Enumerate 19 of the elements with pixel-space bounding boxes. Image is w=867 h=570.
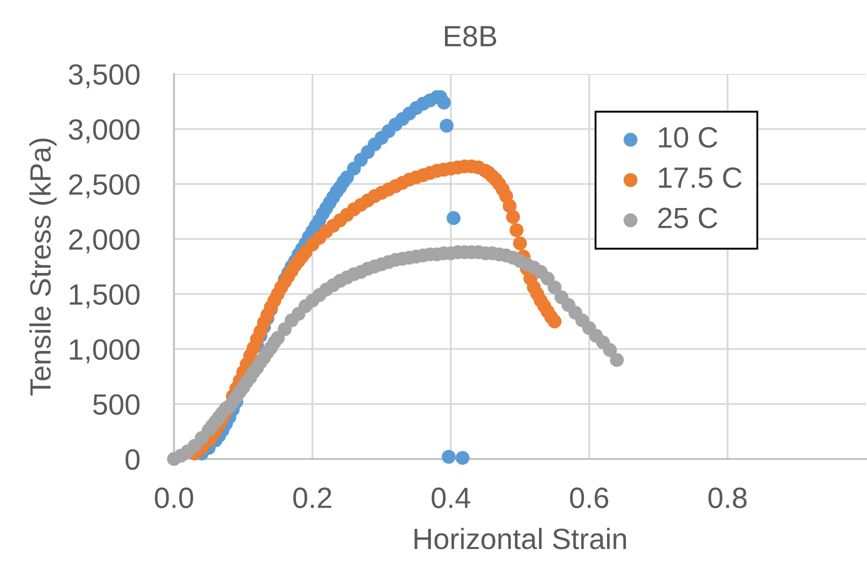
x-axis-title: Horizontal Strain [414, 528, 626, 550]
x-tick-label: 0.2 [293, 488, 332, 508]
y-axis-title: Tensile Stress (kPa) [29, 138, 57, 396]
y-tick-label: 2,500 [69, 174, 140, 198]
y-tick-label: 2,000 [69, 229, 140, 254]
y-tick-label: 0 [126, 449, 140, 470]
legend-label: 10 C [659, 127, 718, 148]
y-tick-label: 1,500 [70, 284, 140, 308]
legend-label: 17.5 C [659, 167, 742, 188]
legend-label: 25 C [658, 208, 718, 228]
x-tick-label: 0.0 [154, 488, 194, 508]
y-tick-label: 3,000 [68, 119, 140, 144]
y-tick-label: 500 [93, 394, 140, 415]
chart-title: E8B [445, 26, 496, 47]
x-tick-label: 0.4 [432, 488, 470, 508]
x-tick-label: 0.8 [708, 488, 747, 508]
y-tick-label: 3,500 [68, 64, 140, 88]
x-tick-label: 0.6 [570, 488, 608, 508]
y-tick-label: 1,000 [70, 339, 140, 364]
